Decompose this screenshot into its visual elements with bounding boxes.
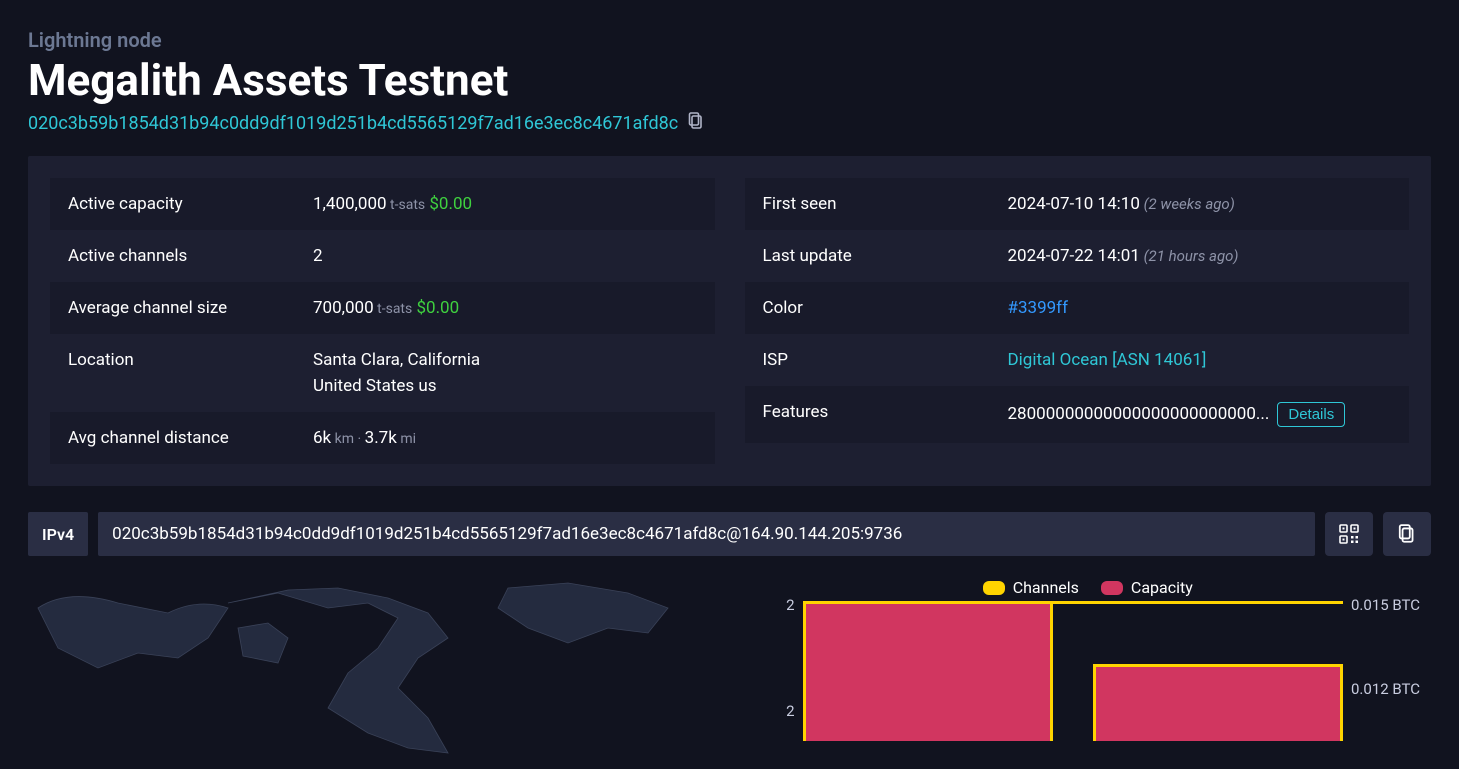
stat-value: Santa Clara, CaliforniaUnited States us	[313, 350, 697, 396]
stat-label: Active channels	[68, 246, 313, 266]
ytick-right: 0.012 BTC	[1351, 680, 1420, 698]
stat-label: ISP	[763, 350, 1008, 370]
stat-label: Active capacity	[68, 194, 313, 214]
chart-yaxis-left: 22	[765, 601, 795, 741]
stat-value: 1,400,000 t-sats $0.00	[313, 194, 697, 214]
ytick-left: 2	[786, 596, 794, 614]
stat-value: 2024-07-10 14:10 (2 weeks ago)	[1008, 194, 1392, 214]
legend-channels: Channels	[983, 578, 1079, 597]
stat-label: Location	[68, 350, 313, 370]
world-map[interactable]	[28, 578, 715, 758]
address-protocol-badge: IPv4	[28, 512, 88, 556]
channels-capacity-chart[interactable]: Channels Capacity 22 0.015 BTC0.012 BTC	[745, 578, 1432, 758]
legend-swatch-channels	[983, 581, 1005, 595]
qrcode-button[interactable]	[1325, 512, 1373, 556]
stat-row: LocationSanta Clara, CaliforniaUnited St…	[50, 334, 715, 412]
legend-channels-label: Channels	[1013, 578, 1079, 597]
stat-label: First seen	[763, 194, 1008, 214]
address-row: IPv4	[28, 512, 1431, 556]
stat-value: Digital Ocean [ASN 14061]	[1008, 350, 1392, 370]
address-input[interactable]	[98, 512, 1315, 556]
qrcode-icon	[1339, 524, 1359, 544]
stat-link[interactable]: #3399ff	[1008, 298, 1069, 318]
ytick-left: 2	[786, 702, 794, 720]
stat-value: 28000000000000000000000000...Details	[1008, 402, 1392, 427]
stat-row: Average channel size700,000 t-sats $0.00	[50, 282, 715, 334]
stat-row: Active channels2	[50, 230, 715, 282]
stat-row: Color#3399ff	[745, 282, 1410, 334]
copy-address-button[interactable]	[1383, 512, 1431, 556]
pubkey-link[interactable]: 020c3b59b1854d31b94c0dd9df1019d251b4cd55…	[28, 113, 678, 134]
stat-row: Active capacity1,400,000 t-sats $0.00	[50, 178, 715, 230]
stat-row: Features28000000000000000000000000...Det…	[745, 386, 1410, 443]
chart-body: 22 0.015 BTC0.012 BTC	[745, 601, 1432, 741]
stat-row: First seen2024-07-10 14:10 (2 weeks ago)	[745, 178, 1410, 230]
node-name: Megalith Assets Testnet	[28, 54, 1431, 106]
bottom-row: Channels Capacity 22 0.015 BTC0.012 BTC	[28, 578, 1431, 758]
stats-panel: Active capacity1,400,000 t-sats $0.00Act…	[28, 156, 1431, 486]
chart-bar	[1093, 664, 1343, 741]
stat-link[interactable]: Digital Ocean [ASN 14061]	[1008, 350, 1207, 370]
stat-label: Color	[763, 298, 1008, 318]
stat-value: 6k km · 3.7k mi	[313, 428, 697, 448]
channels-line	[803, 601, 1344, 604]
stat-row: ISPDigital Ocean [ASN 14061]	[745, 334, 1410, 386]
details-button[interactable]: Details	[1277, 402, 1345, 427]
clipboard-icon[interactable]	[688, 112, 704, 134]
stat-row: Avg channel distance6k km · 3.7k mi	[50, 412, 715, 464]
stat-value: 2024-07-22 14:01 (21 hours ago)	[1008, 246, 1392, 266]
stat-value: #3399ff	[1008, 298, 1392, 318]
bar-slot	[803, 601, 1053, 741]
stat-row: Last update2024-07-22 14:01 (21 hours ag…	[745, 230, 1410, 282]
stat-label: Last update	[763, 246, 1008, 266]
stats-left-col: Active capacity1,400,000 t-sats $0.00Act…	[50, 178, 715, 464]
clipboard-icon	[1398, 524, 1416, 544]
chart-yaxis-right: 0.015 BTC0.012 BTC	[1351, 601, 1431, 741]
legend-capacity: Capacity	[1101, 578, 1193, 597]
legend-capacity-label: Capacity	[1131, 578, 1193, 597]
chart-bar	[803, 601, 1053, 741]
stat-label: Average channel size	[68, 298, 313, 318]
stat-label: Features	[763, 402, 1008, 422]
stats-right-col: First seen2024-07-10 14:10 (2 weeks ago)…	[745, 178, 1410, 464]
page-subtitle: Lightning node	[28, 28, 1431, 52]
pubkey-row: 020c3b59b1854d31b94c0dd9df1019d251b4cd55…	[28, 112, 1431, 134]
bar-slot	[1093, 601, 1343, 741]
stat-value: 2	[313, 246, 697, 266]
chart-bars	[803, 601, 1344, 741]
ytick-right: 0.015 BTC	[1351, 596, 1420, 614]
chart-legend: Channels Capacity	[745, 578, 1432, 597]
legend-swatch-capacity	[1101, 581, 1123, 595]
stat-value: 700,000 t-sats $0.00	[313, 298, 697, 318]
stat-label: Avg channel distance	[68, 428, 313, 448]
